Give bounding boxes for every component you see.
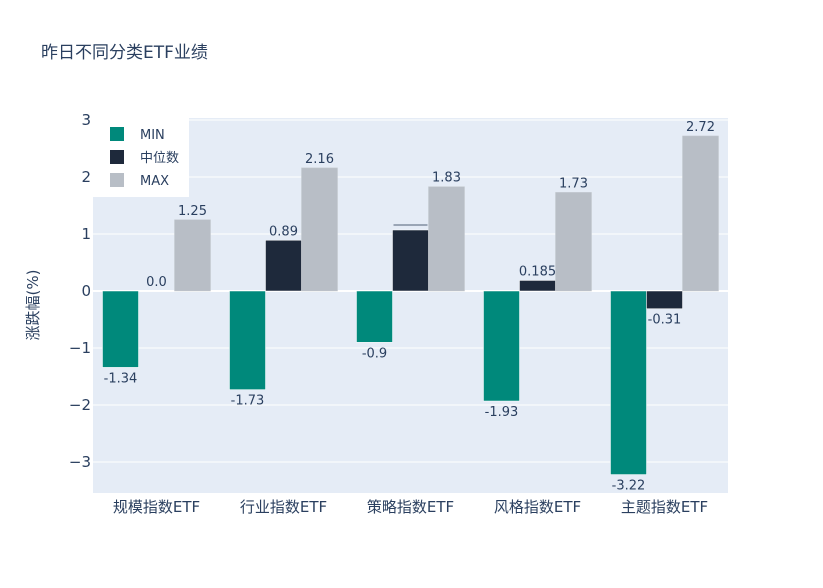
y-tick-label: 0 <box>81 282 91 300</box>
bar-中位数 <box>646 290 683 309</box>
data-label: 1.25 <box>178 204 207 219</box>
y-axis-title: 涨跌幅(%) <box>24 270 42 341</box>
x-tick-label: 主题指数ETF <box>621 498 708 516</box>
legend-swatch-MIN <box>110 127 124 141</box>
data-label: 2.16 <box>305 152 334 167</box>
x-tick-label: 风格指数ETF <box>494 498 581 516</box>
data-label: -3.22 <box>612 479 646 494</box>
y-tick-label: −3 <box>69 453 91 471</box>
data-label: 1.73 <box>559 176 588 191</box>
bar-MAX <box>174 219 211 292</box>
bar-MIN <box>483 290 520 402</box>
data-label: -1.73 <box>231 394 265 409</box>
bar-MAX <box>682 135 719 292</box>
legend-label: MIN <box>140 128 165 143</box>
bar-中位数 <box>265 240 302 292</box>
data-label: -1.34 <box>104 371 138 386</box>
bar-MIN <box>356 290 393 343</box>
bar-MIN <box>610 290 647 475</box>
legend-swatch-MAX <box>110 173 124 187</box>
legend-swatch-中位数 <box>110 150 124 164</box>
bar-MIN <box>102 290 139 368</box>
bar-MAX <box>301 167 338 292</box>
bar-MAX <box>555 192 592 292</box>
data-label-tiny <box>393 224 428 227</box>
y-tick-label: 3 <box>81 111 91 129</box>
data-label: 0.185 <box>519 264 556 279</box>
data-label: -0.31 <box>648 313 682 328</box>
data-label: 2.72 <box>686 120 715 135</box>
data-label: 0.0 <box>146 275 167 290</box>
data-label: -0.9 <box>362 346 387 361</box>
legend-box <box>93 118 189 197</box>
x-tick-label: 规模指数ETF <box>113 498 200 516</box>
bar-中位数 <box>392 229 429 292</box>
bar-MIN <box>229 290 266 390</box>
legend-label: MAX <box>140 174 169 189</box>
data-label: -1.93 <box>485 405 519 420</box>
y-tick-label: 1 <box>81 225 91 243</box>
y-tick-label: −2 <box>69 396 91 414</box>
y-tick-label: 2 <box>81 168 91 186</box>
bar-MAX <box>428 186 465 292</box>
data-label: 1.83 <box>432 171 461 186</box>
bar-中位数 <box>519 280 556 292</box>
chart-title: 昨日不同分类ETF业绩 <box>41 43 208 63</box>
x-tick-label: 策略指数ETF <box>367 498 454 516</box>
legend-label: 中位数 <box>140 151 179 166</box>
y-tick-label: −1 <box>69 339 91 357</box>
x-tick-label: 行业指数ETF <box>240 498 327 516</box>
data-label: 0.89 <box>269 224 298 239</box>
